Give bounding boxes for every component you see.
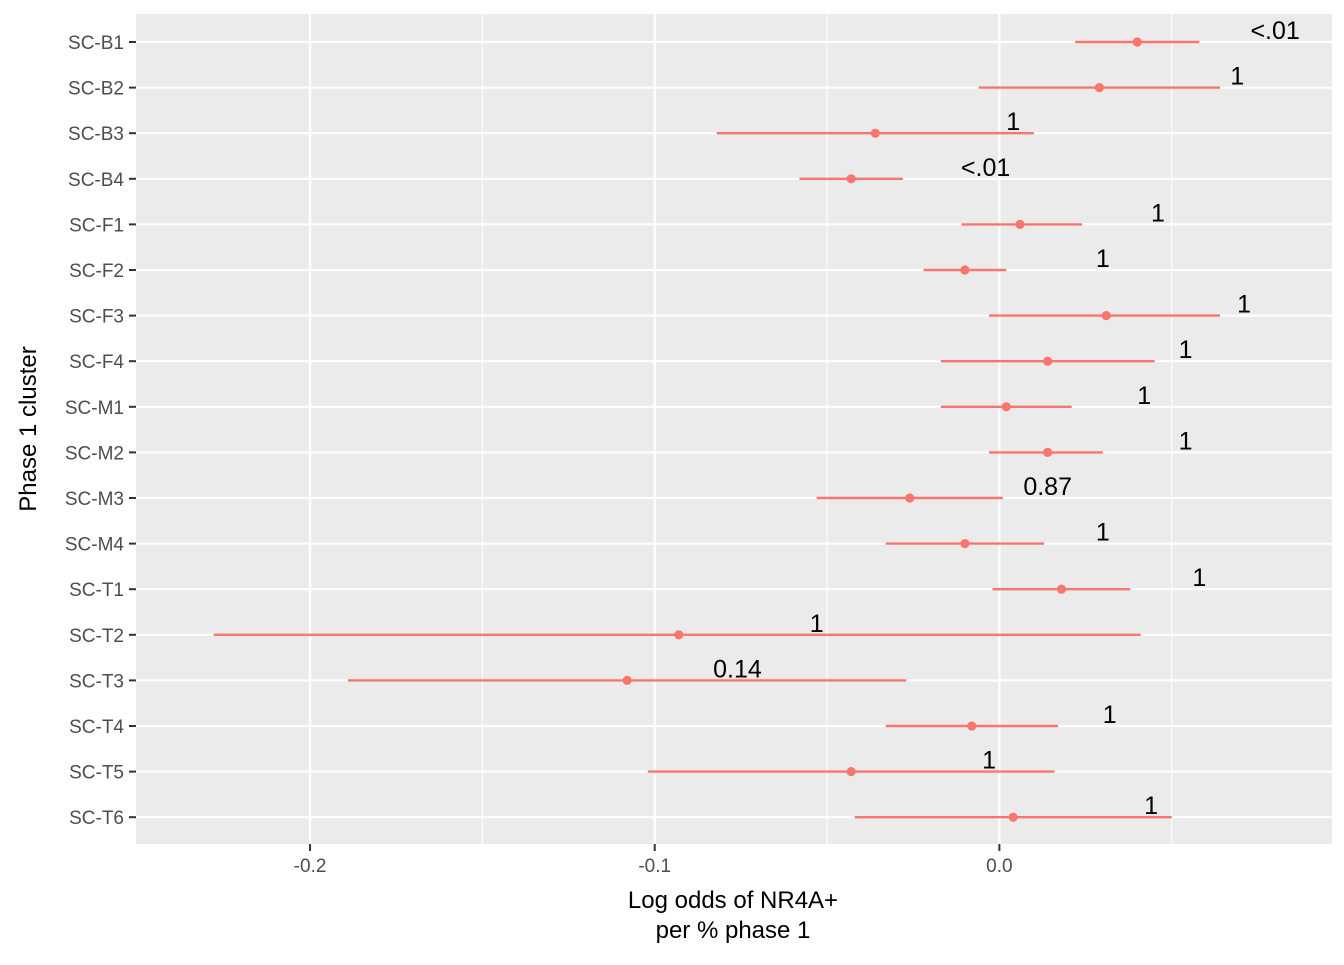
- estimate-point-sc-b3: [870, 128, 880, 138]
- p-value-label-sc-b2: 1: [1230, 63, 1244, 91]
- estimate-point-sc-b2: [1094, 83, 1104, 93]
- estimate-point-sc-f3: [1101, 311, 1111, 321]
- p-value-label-sc-m3: 0.87: [1023, 473, 1072, 501]
- estimate-point-sc-t5: [846, 767, 856, 777]
- estimate-point-sc-t2: [674, 630, 684, 640]
- x-axis-title-line1: Log odds of NR4A+: [628, 887, 838, 914]
- p-value-label-sc-m4: 1: [1096, 519, 1110, 547]
- estimate-point-sc-b1: [1132, 37, 1142, 47]
- y-tick-label-sc-t3: SC-T3: [69, 671, 124, 692]
- estimate-point-sc-t6: [1008, 812, 1018, 822]
- y-tick-label-sc-t2: SC-T2: [69, 626, 124, 647]
- estimate-point-sc-t3: [622, 675, 632, 686]
- p-value-label-sc-t4: 1: [1103, 701, 1117, 729]
- y-tick-label-sc-m1: SC-M1: [65, 398, 124, 419]
- y-tick-label-sc-b1: SC-B1: [68, 33, 124, 54]
- p-value-label-sc-b4: <.01: [961, 154, 1010, 182]
- estimate-point-sc-m2: [1043, 447, 1053, 457]
- p-value-label-sc-t2: 1: [810, 610, 824, 638]
- estimate-point-sc-t4: [967, 721, 977, 731]
- estimate-point-sc-b4: [846, 174, 856, 184]
- x-axis-title-line2: per % phase 1: [656, 917, 811, 944]
- p-value-label-sc-m2: 1: [1179, 427, 1193, 455]
- y-tick-label-sc-b2: SC-B2: [68, 79, 124, 100]
- p-value-label-sc-t1: 1: [1192, 564, 1206, 592]
- p-value-label-sc-f2: 1: [1096, 245, 1110, 273]
- y-axis: SC-B1 SC-B2 SC-B3 SC-B4 SC-F1 SC-F2 SC-F3 SC-F4…: [65, 33, 136, 829]
- p-value-label-sc-f4: 1: [1179, 336, 1193, 364]
- p-value-label-sc-m1: 1: [1137, 382, 1151, 410]
- y-axis-title: Phase 1 cluster: [15, 346, 42, 511]
- p-value-label-sc-b3: 1: [1006, 108, 1020, 136]
- estimate-point-sc-f1: [1015, 219, 1025, 229]
- y-tick-label-sc-t1: SC-T1: [69, 580, 124, 601]
- minor-grid: [481, 14, 1173, 844]
- p-value-label-sc-t6: 1: [1144, 792, 1158, 820]
- y-tick-label-sc-f3: SC-F3: [69, 307, 124, 328]
- y-tick-label-sc-f1: SC-F1: [69, 215, 124, 236]
- y-tick-label-sc-f2: SC-F2: [69, 261, 124, 282]
- x-tick-label: -0.1: [638, 856, 671, 877]
- y-tick-label-sc-t6: SC-T6: [69, 808, 124, 829]
- y-tick-label-sc-b4: SC-B4: [68, 170, 124, 191]
- p-value-label-sc-t5: 1: [982, 747, 996, 775]
- plot-panel: [136, 14, 1332, 844]
- estimate-point-sc-m3: [905, 493, 915, 503]
- x-axis: -0.2 -0.1 0.0: [294, 844, 1013, 877]
- p-value-label-sc-t3: 0.14: [713, 655, 762, 683]
- estimate-point-sc-m4: [960, 539, 970, 549]
- x-tick-label: -0.2: [294, 856, 327, 877]
- estimate-point-sc-m1: [1001, 402, 1011, 412]
- p-value-label-sc-f3: 1: [1237, 291, 1251, 319]
- y-tick-label-sc-b3: SC-B3: [68, 124, 124, 145]
- p-value-label-sc-f1: 1: [1151, 199, 1165, 227]
- estimate-point-sc-t1: [1056, 584, 1067, 594]
- y-tick-label-sc-t5: SC-T5: [69, 763, 124, 784]
- y-tick-label-sc-m2: SC-M2: [65, 443, 124, 464]
- y-tick-label-sc-m4: SC-M4: [65, 535, 125, 556]
- y-tick-label-sc-f4: SC-F4: [69, 352, 124, 373]
- p-value-label-sc-b1: <.01: [1250, 17, 1299, 45]
- estimate-point-sc-f2: [960, 265, 970, 275]
- x-tick-label: 0.0: [986, 856, 1012, 877]
- estimate-point-sc-f4: [1043, 356, 1053, 366]
- y-tick-label-sc-t4: SC-T4: [69, 717, 124, 738]
- y-tick-label-sc-m3: SC-M3: [65, 489, 124, 510]
